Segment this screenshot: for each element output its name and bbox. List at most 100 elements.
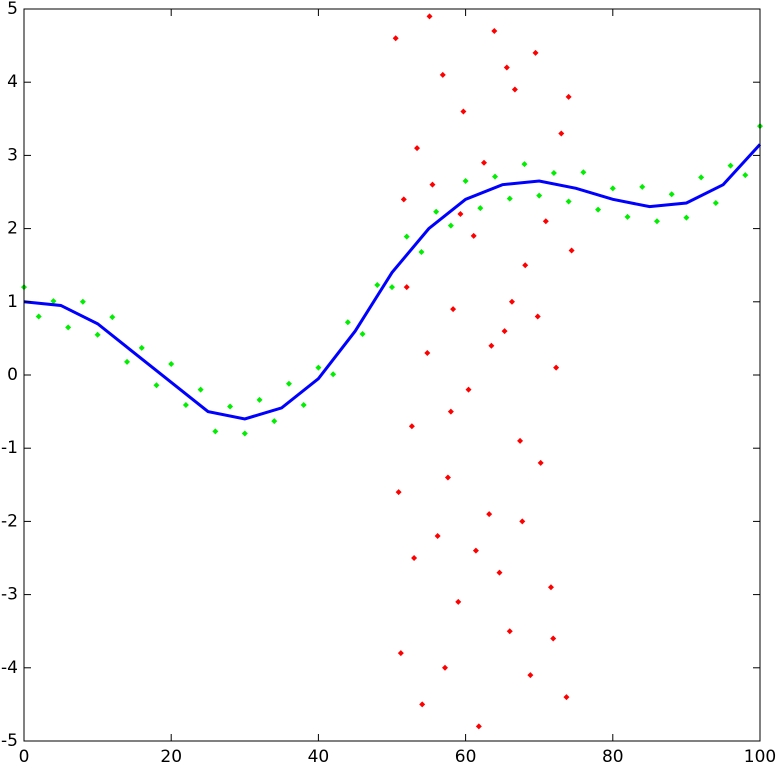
point bbox=[138, 344, 145, 351]
point bbox=[212, 428, 219, 435]
point bbox=[408, 423, 415, 430]
y-tick-label: 2 bbox=[7, 219, 18, 239]
point bbox=[668, 191, 675, 198]
point bbox=[580, 169, 587, 176]
point bbox=[168, 361, 175, 368]
point bbox=[550, 635, 557, 642]
y-tick-label: -5 bbox=[1, 731, 18, 751]
point bbox=[285, 380, 292, 387]
point bbox=[418, 249, 425, 256]
y-tick-label: 1 bbox=[7, 292, 18, 312]
x-tick-label: 40 bbox=[308, 747, 330, 767]
x-tick-label: 0 bbox=[19, 747, 30, 767]
y-tick-label: 4 bbox=[7, 72, 18, 92]
point bbox=[330, 371, 337, 378]
x-tick-label: 60 bbox=[455, 747, 477, 767]
point bbox=[241, 430, 248, 437]
point bbox=[624, 213, 631, 220]
point bbox=[477, 205, 484, 212]
point bbox=[537, 459, 544, 466]
point bbox=[197, 386, 204, 393]
point bbox=[392, 35, 399, 42]
point bbox=[300, 402, 307, 409]
point bbox=[712, 199, 719, 206]
y-tick-label: 0 bbox=[7, 365, 18, 385]
point bbox=[124, 358, 131, 365]
point bbox=[403, 233, 410, 240]
point bbox=[374, 281, 381, 288]
point bbox=[481, 159, 487, 166]
y-tick-label: -1 bbox=[1, 438, 18, 458]
point bbox=[698, 174, 705, 181]
point bbox=[496, 569, 503, 576]
point bbox=[465, 386, 472, 393]
point bbox=[447, 408, 454, 415]
point bbox=[534, 313, 541, 320]
point bbox=[153, 382, 160, 389]
point bbox=[558, 130, 565, 137]
point bbox=[550, 169, 557, 176]
point bbox=[441, 664, 448, 671]
point bbox=[506, 628, 513, 635]
point bbox=[501, 328, 508, 335]
point bbox=[639, 183, 646, 190]
point bbox=[491, 27, 498, 34]
point bbox=[65, 324, 72, 331]
point bbox=[433, 208, 440, 215]
y-tick-label: 5 bbox=[7, 0, 18, 19]
point bbox=[315, 364, 322, 371]
point bbox=[609, 185, 616, 192]
point bbox=[455, 598, 462, 605]
point bbox=[271, 418, 278, 425]
point bbox=[508, 298, 515, 305]
point bbox=[457, 210, 464, 217]
point bbox=[359, 331, 366, 338]
point bbox=[472, 547, 479, 554]
point bbox=[227, 403, 234, 410]
point bbox=[595, 206, 602, 213]
point bbox=[486, 511, 493, 518]
point bbox=[439, 71, 446, 78]
point bbox=[35, 313, 42, 320]
point bbox=[563, 694, 570, 701]
point bbox=[517, 437, 524, 444]
fit-line bbox=[23, 143, 762, 421]
point bbox=[447, 222, 454, 229]
point bbox=[344, 319, 351, 326]
point bbox=[547, 584, 554, 591]
point bbox=[565, 198, 572, 205]
point bbox=[506, 195, 513, 202]
point bbox=[503, 64, 510, 71]
x-tick-label: 100 bbox=[744, 747, 776, 767]
point bbox=[683, 214, 690, 221]
y-tick-label: 3 bbox=[7, 145, 18, 165]
point bbox=[519, 518, 526, 525]
point bbox=[182, 402, 189, 409]
point bbox=[50, 298, 57, 305]
y-tick-label: -4 bbox=[1, 658, 18, 678]
point bbox=[94, 331, 101, 338]
point bbox=[419, 701, 426, 708]
point bbox=[462, 178, 469, 185]
point bbox=[522, 262, 529, 269]
plot-frame bbox=[23, 8, 761, 742]
point bbox=[460, 108, 467, 115]
point bbox=[568, 247, 575, 254]
point bbox=[414, 145, 421, 152]
point bbox=[653, 218, 660, 225]
point bbox=[395, 489, 402, 496]
point bbox=[256, 396, 263, 403]
point bbox=[411, 555, 418, 561]
point bbox=[450, 306, 457, 313]
point bbox=[521, 161, 528, 168]
point bbox=[424, 350, 431, 357]
y-tick-label: -3 bbox=[1, 585, 18, 605]
x-tick-label: 80 bbox=[602, 747, 624, 767]
point bbox=[109, 314, 116, 321]
point bbox=[488, 342, 495, 349]
point bbox=[397, 650, 404, 657]
point bbox=[542, 218, 549, 225]
point bbox=[527, 672, 534, 679]
